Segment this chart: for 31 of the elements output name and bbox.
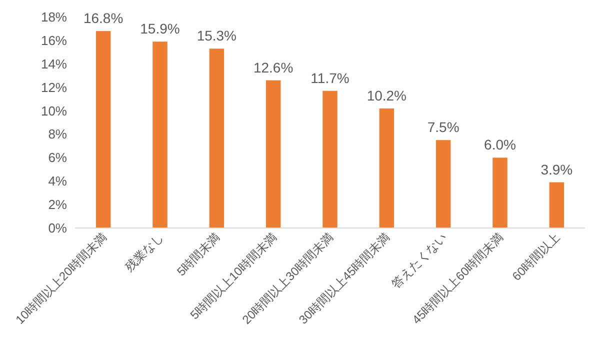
y-tick-label: 0% bbox=[48, 220, 68, 236]
data-label: 3.9% bbox=[540, 161, 573, 178]
y-tick-label: 2% bbox=[48, 197, 68, 212]
data-label: 6.0% bbox=[484, 136, 516, 153]
y-tick-label: 10% bbox=[40, 103, 68, 118]
y-tick-label: 14% bbox=[40, 56, 68, 72]
data-label: 16.8% bbox=[83, 10, 124, 26]
bar bbox=[436, 140, 451, 228]
bar bbox=[322, 90, 338, 228]
data-label: 11.7% bbox=[310, 70, 350, 86]
x-tick-label: 5時間未満 bbox=[174, 230, 223, 279]
bar bbox=[96, 31, 111, 228]
y-tick-label: 8% bbox=[48, 126, 68, 142]
data-label: 7.5% bbox=[427, 119, 460, 136]
bar bbox=[549, 182, 564, 228]
bar bbox=[152, 42, 168, 228]
y-tick-label: 4% bbox=[48, 174, 68, 189]
data-label: 15.3% bbox=[196, 28, 237, 44]
x-tick-label: 60時間以上 bbox=[510, 230, 563, 284]
y-tick-label: 12% bbox=[40, 80, 68, 95]
y-tick-label: 6% bbox=[48, 150, 68, 166]
x-tick-label: 残業なし bbox=[122, 230, 166, 274]
y-tick-label: 18% bbox=[40, 10, 68, 24]
y-tick-label: 16% bbox=[40, 32, 68, 48]
bar bbox=[209, 48, 224, 228]
bar bbox=[266, 80, 281, 228]
bar bbox=[379, 108, 394, 228]
data-label: 15.9% bbox=[140, 20, 180, 37]
bar bbox=[492, 158, 508, 228]
data-label: 12.6% bbox=[253, 59, 294, 76]
data-label: 10.2% bbox=[366, 87, 407, 104]
